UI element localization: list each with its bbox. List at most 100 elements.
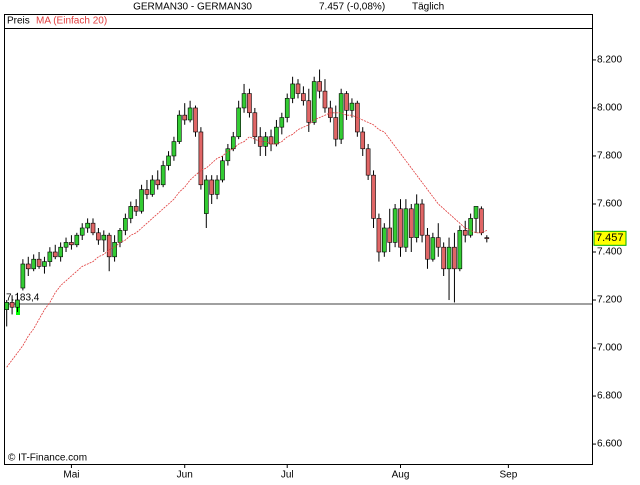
legend-entry: MA (Einfach 20) bbox=[36, 16, 107, 27]
plot-frame bbox=[4, 14, 593, 465]
candle-body bbox=[90, 222, 96, 234]
candle-body bbox=[290, 83, 295, 99]
y-tick-label: 7.400 bbox=[597, 247, 622, 258]
candle-body bbox=[193, 107, 198, 133]
y-tick-label: 7.600 bbox=[597, 199, 622, 210]
x-tick-label: Mai bbox=[63, 470, 79, 480]
candle-body bbox=[42, 261, 47, 267]
last-price-box bbox=[593, 230, 627, 246]
candle-body bbox=[101, 234, 107, 241]
candle-body bbox=[177, 114, 182, 142]
candle-body bbox=[311, 81, 317, 123]
last-price-label: 7.457 bbox=[596, 232, 624, 244]
candle-body bbox=[74, 234, 80, 246]
candle-body bbox=[150, 179, 155, 195]
candle-body bbox=[419, 203, 425, 236]
candle-body bbox=[452, 246, 457, 270]
candle-body bbox=[279, 117, 285, 128]
candle-body bbox=[360, 131, 366, 150]
candle-body bbox=[306, 100, 312, 123]
candle-body bbox=[392, 208, 398, 243]
candle-body bbox=[96, 232, 101, 241]
candle-body bbox=[268, 136, 274, 145]
candle-body bbox=[457, 230, 463, 270]
interval: Täglich bbox=[412, 2, 444, 13]
y-tick-label: 7.000 bbox=[597, 343, 622, 354]
candle-body bbox=[31, 258, 36, 270]
y-tick-label: 8.200 bbox=[597, 55, 622, 66]
candle-body bbox=[274, 126, 279, 145]
candle-body bbox=[317, 81, 322, 92]
candle-body bbox=[252, 112, 258, 138]
legend-entry: Preis bbox=[7, 16, 30, 27]
marker bbox=[16, 303, 20, 315]
candle-body bbox=[403, 208, 409, 248]
candle-body bbox=[203, 179, 209, 214]
candle-body bbox=[9, 302, 15, 308]
candle-body bbox=[284, 98, 290, 118]
candle-body bbox=[20, 263, 26, 289]
candle-body bbox=[79, 227, 85, 236]
candle-body bbox=[446, 246, 452, 270]
candle-body bbox=[295, 83, 301, 94]
x-tick-label: Aug bbox=[392, 470, 410, 480]
candle-body bbox=[441, 246, 446, 270]
ma-line bbox=[6, 112, 487, 368]
price-change: 7.457 (-0,08%) bbox=[319, 2, 385, 13]
candle-body bbox=[484, 237, 490, 239]
candle-body bbox=[338, 93, 344, 140]
reference-label: 7.183,4 bbox=[6, 293, 40, 304]
candle-body bbox=[462, 230, 468, 236]
chart-title: GERMAN30 - GERMAN30 bbox=[133, 2, 252, 13]
candle-body bbox=[468, 218, 473, 236]
y-tick-label: 8.000 bbox=[597, 103, 622, 114]
x-tick-label: Jul bbox=[281, 470, 294, 480]
candle-body bbox=[241, 93, 247, 109]
candle-body bbox=[25, 263, 31, 270]
candle-body bbox=[155, 179, 161, 186]
candle-body bbox=[106, 234, 112, 258]
candle-body bbox=[414, 203, 419, 238]
candle-body bbox=[435, 237, 441, 248]
candle-body bbox=[47, 251, 53, 262]
candle-body bbox=[349, 102, 355, 111]
candle-body bbox=[112, 242, 117, 258]
candle-body bbox=[473, 206, 479, 219]
candle-body bbox=[69, 242, 74, 246]
candle-body bbox=[171, 141, 177, 157]
candle-body bbox=[322, 90, 328, 109]
candle-body bbox=[398, 208, 403, 248]
candle-body bbox=[144, 189, 150, 195]
candle-body bbox=[187, 107, 193, 121]
candle-body bbox=[123, 218, 128, 231]
candle-body bbox=[230, 136, 236, 150]
candle-body bbox=[52, 251, 58, 258]
candle-body bbox=[382, 227, 387, 253]
y-tick-label: 7.200 bbox=[597, 295, 622, 306]
candle-body bbox=[365, 148, 371, 176]
candle-body bbox=[344, 93, 349, 111]
candle-body bbox=[371, 174, 376, 219]
candle-body bbox=[430, 237, 436, 260]
candle-body bbox=[160, 165, 166, 186]
candle-body bbox=[301, 93, 306, 102]
candle-body bbox=[209, 179, 214, 195]
candle-body bbox=[63, 242, 69, 248]
candle-body bbox=[117, 230, 123, 243]
candle-body bbox=[376, 218, 382, 253]
y-tick-label: 6.800 bbox=[597, 391, 622, 402]
candle-body bbox=[133, 206, 139, 212]
x-tick-label: Jun bbox=[177, 470, 193, 480]
candle-body bbox=[58, 246, 63, 258]
candle-body bbox=[225, 148, 231, 162]
candle-body bbox=[387, 227, 393, 243]
candle-body bbox=[425, 234, 430, 260]
candle-body bbox=[247, 93, 252, 114]
candle-body bbox=[36, 258, 42, 267]
candle-body bbox=[4, 302, 9, 310]
candle-body bbox=[166, 155, 171, 166]
candle-body bbox=[198, 131, 204, 186]
candle-body bbox=[333, 117, 339, 140]
candle-body bbox=[182, 114, 188, 121]
